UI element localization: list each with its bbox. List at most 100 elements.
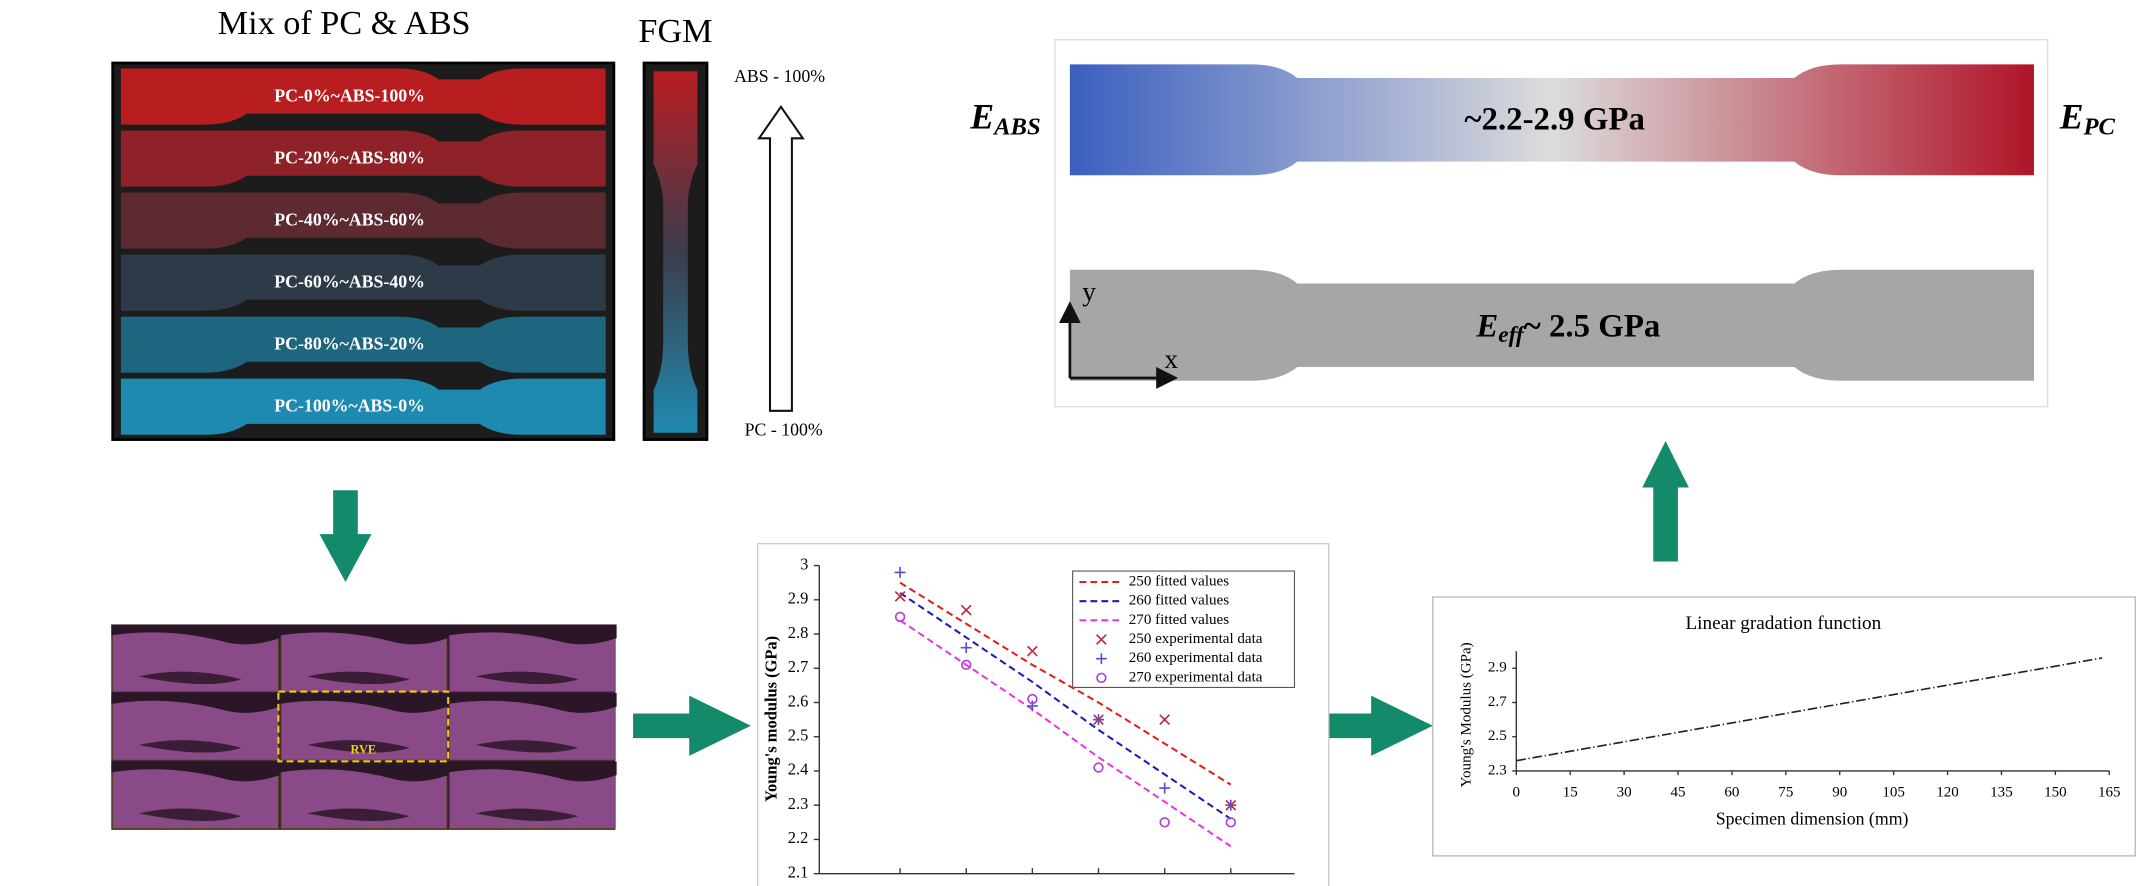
pore: [448, 624, 617, 645]
y-tick-label: 2.9: [1488, 660, 1507, 676]
marker: [1026, 645, 1038, 657]
fit-line: [899, 581, 1232, 786]
marker: [894, 611, 906, 623]
gradient-arrow: [757, 105, 805, 412]
pore: [279, 761, 449, 782]
marker: [1225, 817, 1236, 828]
pore: [138, 808, 242, 822]
effective-label: Eeff~ 2.5 GPa: [1475, 308, 1660, 348]
legend-label: 270 fitted values: [1129, 612, 1229, 628]
fgm-specimen: [653, 71, 698, 433]
legend-label: 270 experimental data: [1129, 669, 1263, 685]
micrograph: [111, 624, 617, 830]
marker: [894, 566, 906, 578]
marker: [1225, 799, 1237, 811]
strip: [120, 378, 606, 435]
subscript: eff: [1498, 322, 1526, 348]
x-tick-label: 135: [1990, 784, 2013, 800]
marker: [894, 590, 906, 602]
x-tick-label: 120: [1936, 784, 1959, 800]
effective-specimen: [1069, 269, 2034, 381]
subscript: ABS: [992, 113, 1041, 140]
x-tick-label: 90: [1832, 784, 1847, 800]
pore: [475, 671, 579, 685]
pore: [279, 692, 449, 713]
legend-label: 260 experimental data: [1129, 650, 1263, 666]
x-tick-label: 30: [1617, 784, 1632, 800]
y-tick-label: 2.1: [788, 862, 809, 881]
y-tick-label: 2.3: [788, 794, 809, 813]
x-tick-label: 150: [2044, 784, 2067, 800]
marker: [1159, 714, 1171, 725]
graded-specimen: [1069, 64, 2034, 176]
pore: [307, 671, 410, 685]
e-pc: EPC: [2059, 97, 2116, 141]
strip: [120, 316, 606, 373]
marker: [960, 604, 972, 616]
pore: [307, 808, 410, 822]
pore: [279, 624, 449, 645]
fit-line: [899, 619, 1232, 848]
x-tick-label: 45: [1671, 784, 1686, 800]
pore: [475, 808, 579, 822]
marker: [1159, 782, 1171, 794]
e-abs: EABS: [969, 97, 1040, 141]
strip-label: PC-20%~ABS-80%: [274, 147, 425, 167]
flow-arrow: [1315, 695, 1433, 756]
strip: [120, 130, 606, 187]
x-tick-label: 15: [1563, 784, 1578, 800]
y-tick-label: 2.4: [788, 760, 809, 779]
marker: [1159, 817, 1170, 828]
strip-label: PC-40%~ABS-60%: [274, 209, 425, 229]
strips: PC-0%~ABS-100% PC-20%~ABS-80% PC-40%~ABS-6…: [120, 68, 606, 435]
pore: [448, 692, 617, 713]
flow-arrow: [633, 695, 751, 756]
x-axis-label: Specimen dimension (mm): [1716, 808, 1909, 829]
fit-line: [899, 592, 1232, 820]
y-tick-label: 2.6: [788, 691, 809, 710]
gradation-chart-panel: [1432, 596, 2136, 857]
mix-frame: [111, 61, 616, 441]
marker: [1027, 693, 1038, 705]
gradation-line: [1516, 657, 2103, 762]
x-tick-label: 0: [1513, 784, 1521, 800]
pore: [448, 761, 617, 782]
strip-label: PC-0%~ABS-100%: [274, 85, 425, 105]
marker: [1096, 634, 1107, 645]
strip-label: PC-80%~ABS-20%: [274, 333, 425, 353]
y-tick-label: 2.3: [1488, 762, 1507, 778]
strip-label: PC-100%~ABS-0%: [274, 395, 425, 415]
axis-y: y: [1082, 277, 1096, 307]
x-tick-label: 60: [1724, 784, 1739, 800]
x-tick-label: 105: [1882, 784, 1905, 800]
y-tick-label: 2.9: [788, 589, 809, 608]
chart-title: Linear gradation function: [1685, 613, 1881, 634]
axis-x: x: [1164, 344, 1178, 374]
y-tick-label: 2.8: [788, 623, 809, 642]
marker: [961, 659, 972, 671]
y-tick-label: 2.2: [788, 828, 809, 847]
marker: [1026, 700, 1038, 712]
legend-label: 250 experimental data: [1129, 631, 1263, 647]
pore: [138, 740, 242, 753]
marker: [960, 642, 972, 654]
pore: [111, 692, 280, 713]
mix-title: Mix of PC & ABS: [218, 4, 471, 42]
legend-label: 250 fitted values: [1129, 573, 1229, 589]
legend-box: [1072, 570, 1296, 688]
y-tick-label: 2.5: [1488, 728, 1507, 744]
fgm-bottom-label: PC - 100%: [745, 419, 823, 439]
marker: [1096, 672, 1107, 684]
y-tick-label: 2.7: [788, 657, 809, 676]
pore: [475, 740, 579, 753]
marker: [1095, 653, 1107, 665]
fgm-title: FGM: [638, 12, 712, 50]
x-tick-label: 75: [1778, 784, 1793, 800]
marker: [1093, 714, 1104, 726]
pore: [138, 671, 242, 685]
y-axis-label: Young's Modulus (GPa): [1458, 642, 1474, 787]
y-tick-label: 2.5: [788, 726, 809, 745]
pore: [111, 624, 280, 645]
strip-label: PC-60%~ABS-40%: [274, 271, 425, 291]
